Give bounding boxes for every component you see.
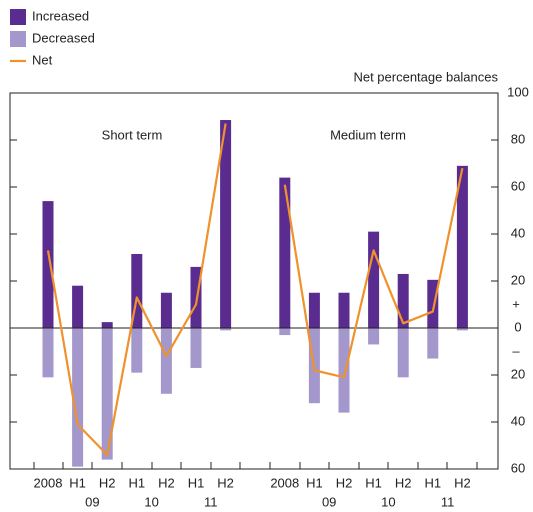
year-label: 10 bbox=[381, 494, 395, 509]
bar bbox=[160, 328, 172, 394]
bar bbox=[42, 201, 54, 328]
bar bbox=[338, 328, 350, 413]
y-tick-label: 20 bbox=[511, 272, 525, 287]
x-tick-label: H2 bbox=[217, 475, 234, 490]
bar bbox=[368, 231, 380, 328]
legend-label: Net bbox=[32, 52, 53, 67]
x-tick-label: 2008 bbox=[34, 475, 63, 490]
y-tick-label: 100 bbox=[507, 84, 529, 99]
bar bbox=[131, 253, 143, 328]
bar bbox=[279, 177, 291, 328]
legend-swatch bbox=[10, 31, 26, 47]
y-tick-label: 60 bbox=[511, 460, 525, 475]
x-tick-label: H1 bbox=[365, 475, 382, 490]
bar bbox=[338, 292, 350, 328]
bar bbox=[101, 328, 113, 460]
x-tick-label: H2 bbox=[395, 475, 412, 490]
year-label: 11 bbox=[441, 494, 455, 509]
bar bbox=[101, 322, 113, 328]
x-tick-label: H2 bbox=[158, 475, 175, 490]
year-label: 09 bbox=[322, 494, 336, 509]
bar bbox=[72, 328, 84, 467]
sign-label: + bbox=[512, 296, 520, 311]
bar bbox=[279, 328, 291, 336]
bar bbox=[42, 328, 54, 378]
x-tick-label: H2 bbox=[99, 475, 116, 490]
x-tick-label: H1 bbox=[424, 475, 441, 490]
year-label: 10 bbox=[144, 494, 158, 509]
y-tick-label: 60 bbox=[511, 178, 525, 193]
bar bbox=[190, 328, 202, 368]
bar bbox=[397, 273, 409, 328]
year-label: 09 bbox=[85, 494, 99, 509]
x-tick-label: 2008 bbox=[270, 475, 299, 490]
y-tick-label: 40 bbox=[511, 413, 525, 428]
bar bbox=[397, 328, 409, 378]
y-tick-label: 0 bbox=[514, 319, 521, 334]
legend-label: Increased bbox=[32, 8, 89, 23]
bar bbox=[368, 328, 380, 345]
bar bbox=[427, 328, 439, 359]
x-tick-label: H1 bbox=[69, 475, 86, 490]
bar bbox=[427, 279, 439, 328]
year-label: 11 bbox=[204, 494, 218, 509]
panel-label: Short term bbox=[102, 127, 163, 142]
bar bbox=[308, 292, 320, 328]
bar bbox=[72, 285, 84, 328]
plot-frame bbox=[9, 92, 499, 470]
x-tick-label: H1 bbox=[306, 475, 323, 490]
x-tick-label: H2 bbox=[454, 475, 471, 490]
bar bbox=[220, 120, 232, 329]
bar bbox=[160, 292, 172, 328]
net-line bbox=[46, 123, 464, 456]
bar bbox=[456, 165, 468, 328]
bar bbox=[456, 328, 468, 331]
bar bbox=[220, 328, 232, 331]
x-tick-label: H2 bbox=[336, 475, 353, 490]
sign-label: – bbox=[512, 343, 520, 358]
bar bbox=[131, 328, 143, 373]
y-axis-label: Net percentage balances bbox=[353, 69, 498, 84]
y-tick-label: 20 bbox=[511, 366, 525, 381]
y-tick-label: 80 bbox=[511, 131, 525, 146]
panel-label: Medium term bbox=[330, 127, 406, 142]
y-tick-label: 40 bbox=[511, 225, 525, 240]
bar bbox=[190, 266, 202, 328]
x-tick-label: H1 bbox=[188, 475, 205, 490]
legend-label: Decreased bbox=[32, 30, 95, 45]
legend-swatch bbox=[10, 9, 26, 25]
x-tick-label: H1 bbox=[128, 475, 145, 490]
